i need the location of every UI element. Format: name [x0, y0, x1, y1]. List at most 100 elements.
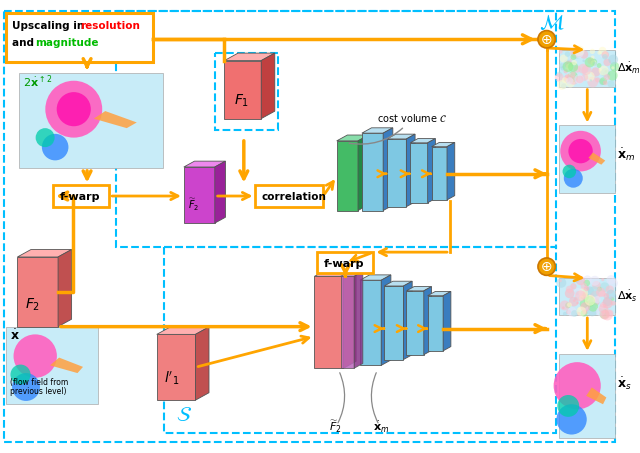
Circle shape [585, 72, 595, 82]
Circle shape [590, 58, 597, 66]
Circle shape [568, 62, 578, 72]
Circle shape [602, 303, 605, 306]
Polygon shape [428, 139, 435, 203]
Circle shape [596, 288, 605, 297]
Bar [559, 354, 616, 438]
Circle shape [563, 312, 567, 316]
Circle shape [600, 282, 609, 292]
Circle shape [573, 65, 580, 72]
Circle shape [12, 373, 40, 401]
Circle shape [600, 290, 606, 297]
Bar [6, 13, 153, 62]
Circle shape [570, 283, 577, 289]
Circle shape [605, 309, 614, 318]
Circle shape [595, 77, 600, 82]
Polygon shape [344, 270, 356, 368]
Circle shape [566, 77, 573, 84]
Polygon shape [387, 139, 406, 207]
Circle shape [568, 72, 571, 75]
Circle shape [570, 47, 581, 58]
Circle shape [557, 395, 579, 417]
Polygon shape [428, 291, 451, 296]
Text: $2\dot{\mathbf{x}}^{\uparrow 2}$: $2\dot{\mathbf{x}}^{\uparrow 2}$ [23, 73, 53, 89]
Circle shape [574, 46, 584, 56]
Circle shape [611, 301, 616, 306]
Text: previous level): previous level) [10, 387, 66, 396]
Circle shape [564, 69, 568, 73]
Circle shape [570, 58, 572, 61]
Circle shape [10, 365, 31, 385]
Circle shape [582, 293, 587, 297]
Circle shape [581, 65, 591, 75]
Circle shape [596, 63, 602, 68]
Circle shape [563, 60, 572, 68]
Circle shape [589, 297, 600, 307]
Circle shape [570, 72, 575, 77]
Circle shape [604, 74, 610, 80]
Circle shape [561, 66, 565, 71]
Text: $\mathcal{S}$: $\mathcal{S}$ [176, 405, 192, 425]
Circle shape [604, 58, 611, 66]
Polygon shape [588, 153, 605, 165]
Circle shape [574, 297, 577, 300]
Text: $F_1$: $F_1$ [234, 92, 250, 109]
Circle shape [563, 165, 576, 178]
Circle shape [555, 73, 564, 82]
Circle shape [589, 294, 594, 298]
Circle shape [598, 66, 609, 76]
Circle shape [584, 286, 589, 291]
Circle shape [605, 285, 614, 294]
Polygon shape [410, 143, 428, 203]
Circle shape [579, 294, 583, 297]
Circle shape [610, 62, 620, 72]
Circle shape [564, 77, 570, 82]
Circle shape [589, 286, 600, 297]
Circle shape [564, 169, 583, 188]
Polygon shape [586, 387, 606, 404]
Circle shape [600, 310, 610, 319]
Circle shape [567, 63, 570, 66]
Polygon shape [94, 111, 137, 128]
Circle shape [565, 289, 575, 298]
Circle shape [600, 55, 604, 58]
Polygon shape [354, 271, 363, 368]
Circle shape [582, 310, 588, 314]
Bar [215, 53, 278, 130]
Bar [164, 247, 556, 433]
Polygon shape [406, 291, 424, 355]
Polygon shape [337, 141, 358, 211]
Bar [317, 252, 374, 274]
Circle shape [602, 54, 607, 60]
Circle shape [579, 296, 584, 300]
Circle shape [565, 74, 572, 82]
Text: $\dot{\mathbf{x}}_m$: $\dot{\mathbf{x}}_m$ [372, 420, 389, 435]
Bar [559, 278, 616, 315]
Text: $\Delta\dot{\mathbf{x}}_s$: $\Delta\dot{\mathbf{x}}_s$ [618, 289, 638, 304]
Circle shape [592, 281, 601, 289]
Polygon shape [443, 291, 451, 351]
Circle shape [579, 64, 588, 74]
Circle shape [578, 307, 580, 310]
Bar [53, 185, 109, 207]
Circle shape [584, 296, 595, 307]
Polygon shape [58, 250, 72, 327]
Polygon shape [428, 296, 443, 351]
Circle shape [573, 288, 583, 297]
Polygon shape [225, 53, 275, 61]
Polygon shape [360, 280, 381, 365]
Circle shape [583, 275, 591, 284]
Circle shape [604, 52, 608, 56]
Polygon shape [424, 287, 431, 355]
Circle shape [576, 76, 584, 83]
Circle shape [57, 92, 91, 126]
Text: correlation: correlation [261, 192, 326, 202]
Text: $\dot{\mathbf{x}}_s$: $\dot{\mathbf{x}}_s$ [618, 375, 632, 391]
Circle shape [580, 310, 588, 317]
Circle shape [603, 70, 611, 78]
Polygon shape [184, 167, 215, 223]
Polygon shape [17, 250, 72, 257]
Polygon shape [381, 275, 391, 365]
Bar [255, 185, 323, 207]
Circle shape [581, 74, 588, 81]
Circle shape [562, 307, 564, 309]
